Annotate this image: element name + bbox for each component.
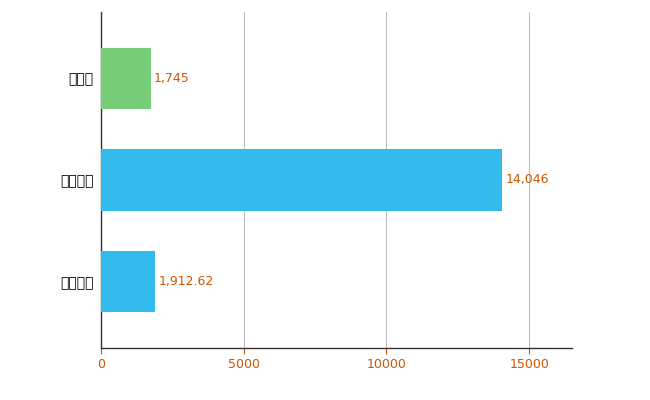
Text: 1,912.62: 1,912.62 xyxy=(159,275,214,288)
Text: 1,745: 1,745 xyxy=(154,72,190,85)
Bar xyxy=(101,251,155,312)
Text: 14,046: 14,046 xyxy=(505,174,549,186)
Bar xyxy=(101,150,502,210)
Bar xyxy=(101,48,151,109)
